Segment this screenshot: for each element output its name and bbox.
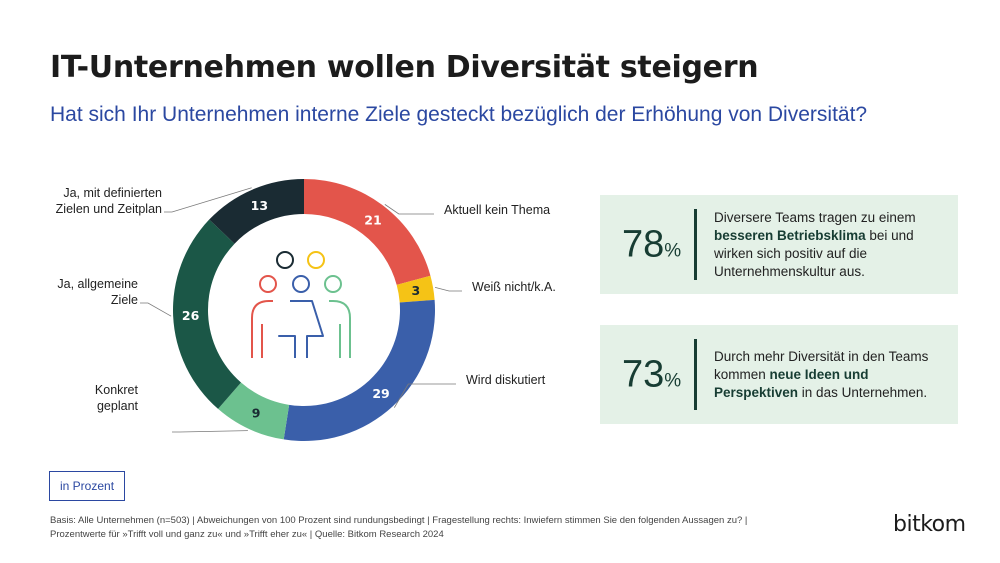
slice-aktuell-kein-thema: [304, 179, 431, 285]
leader-wird-diskutiert: [393, 383, 456, 408]
page-title: IT-Unternehmen wollen Diversität steiger…: [50, 50, 759, 85]
stat-value: 73%: [622, 353, 682, 395]
stat-divider: [694, 339, 697, 410]
stat-divider: [694, 209, 697, 280]
slice-ja-allgemeine-ziele: [173, 219, 242, 409]
unit-badge: in Prozent: [49, 471, 126, 501]
label-wird-diskutiert: Wird diskutiert: [466, 373, 546, 387]
value-ja-mit-definierten-zielen-und-zeitplan: 13: [251, 198, 268, 213]
leader-ja-mit-definierten-zielen-und-zeitplan: [164, 187, 252, 213]
footnote: Basis: Alle Unternehmen (n=503) | Abweic…: [50, 515, 748, 540]
label-aktuell-kein-thema: Aktuell kein Thema: [444, 203, 550, 217]
stat-text: Diversere Teams tragen zu einem besseren…: [714, 209, 916, 279]
slice-konkret-geplant: [218, 382, 290, 440]
leader-aktuell-kein-thema: [384, 204, 434, 215]
people-group-icon: [251, 251, 351, 358]
stat-text: Durch mehr Diversität in den Teams komme…: [714, 348, 929, 400]
brand-logo: bitkom: [893, 512, 966, 537]
donut-chart: 21 3 29 9 26 13 Aktuell kein Thema Weiß nicht/…: [56, 179, 556, 441]
leader-konkret-geplant: [172, 430, 248, 433]
slice-wird-diskutiert: [283, 299, 435, 441]
stat-value: 78%: [622, 223, 682, 265]
leader-ja-allgemeine-ziele: [140, 302, 172, 317]
slice-wei-nicht-k-a: [396, 275, 435, 303]
page-subtitle: Hat sich Ihr Unternehmen interne Ziele g…: [50, 103, 868, 126]
slice-ja-mit-definierten-zielen-und-zeitplan: [209, 179, 304, 244]
label-wei-nicht-k-a: Weiß nicht/k.A.: [472, 280, 556, 294]
leader-wei-nicht-k-a: [434, 286, 462, 292]
value-ja-allgemeine-ziele: 26: [182, 308, 200, 323]
value-aktuell-kein-thema: 21: [364, 212, 381, 227]
stat-card-ideen: 73% Durch mehr Diversität in den Teams k…: [600, 325, 958, 424]
label-ja-allgemeine-ziele: Ja, allgemeine Ziele: [57, 277, 138, 307]
value-wei-nicht-k-a: 3: [411, 283, 420, 298]
stat-card-betriebsklima: 78% Diversere Teams tragen zu einem bess…: [600, 195, 958, 294]
label-konkret-geplant: Konkret geplant: [95, 383, 139, 413]
value-konkret-geplant: 9: [252, 405, 261, 420]
label-ja-mit-definierten-zielen-und-zeitplan: Ja, mit definierten Zielen und Zeitplan: [56, 186, 162, 216]
value-wird-diskutiert: 29: [372, 386, 389, 401]
